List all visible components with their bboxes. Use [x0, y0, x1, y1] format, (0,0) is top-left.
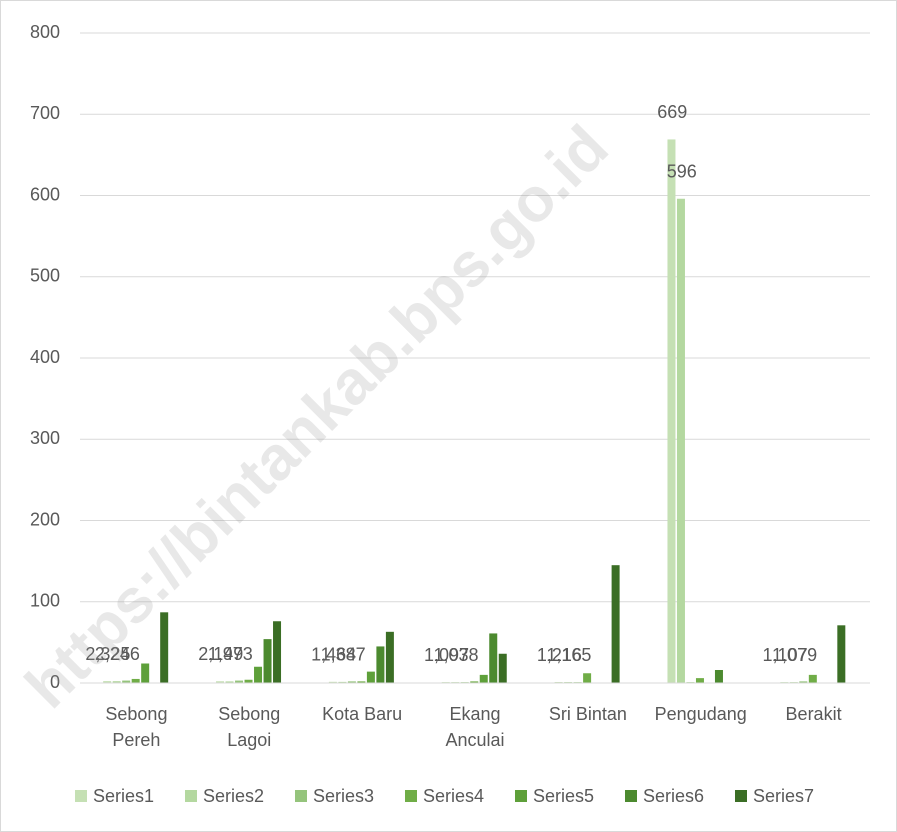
bar	[611, 565, 620, 683]
data-label: 2,246	[95, 644, 140, 664]
bar	[254, 666, 263, 683]
data-label: 1,216	[537, 645, 582, 665]
bar	[714, 670, 723, 683]
legend-label: Series3	[313, 786, 374, 806]
y-tick-label: 200	[30, 509, 60, 529]
bar	[122, 680, 131, 683]
legend-label: Series5	[533, 786, 594, 806]
bar	[216, 681, 225, 683]
data-label: 1,107	[763, 645, 808, 665]
bar	[338, 681, 347, 683]
data-label: 1,079	[772, 645, 817, 665]
legend-label: Series4	[423, 786, 484, 806]
data-label: 1,165	[546, 645, 591, 665]
bar	[470, 681, 479, 683]
bar	[667, 139, 676, 683]
bar	[837, 625, 846, 683]
bar	[366, 671, 375, 683]
x-tick-label: Sebong Pereh	[105, 704, 167, 750]
bar	[676, 198, 685, 683]
data-label: 1,038	[433, 645, 478, 665]
bar	[273, 621, 282, 683]
bar	[583, 673, 592, 683]
y-tick-label: 500	[30, 266, 60, 286]
bar	[131, 678, 140, 683]
data-label: 1,973	[208, 644, 253, 664]
legend-swatch	[625, 790, 637, 802]
bar	[376, 646, 385, 683]
data-label: 1,097	[424, 645, 469, 665]
bar	[225, 681, 234, 683]
y-tick-label: 0	[50, 672, 60, 692]
legend-swatch	[295, 790, 307, 802]
x-tick-label: Pengudang	[655, 704, 747, 724]
data-label: 2,149	[198, 644, 243, 664]
x-tick-label: Kota Baru	[322, 704, 402, 724]
legend-label: Series2	[203, 786, 264, 806]
bar	[808, 674, 817, 683]
x-tick-label: Ekang Anculai	[445, 704, 504, 750]
bar	[103, 681, 112, 683]
data-label: 1,387	[321, 645, 366, 665]
bar	[263, 639, 272, 683]
y-tick-label: 600	[30, 184, 60, 204]
bar	[347, 681, 356, 683]
x-tick-label: Berakit	[786, 704, 842, 724]
bar	[244, 679, 253, 683]
legend-swatch	[405, 790, 417, 802]
legend-swatch	[735, 790, 747, 802]
bar	[160, 612, 169, 683]
bar	[141, 663, 150, 683]
bar	[479, 674, 488, 683]
x-tick-label: Sri Bintan	[549, 704, 627, 724]
data-label: 1,464	[311, 645, 356, 665]
bar	[799, 681, 808, 683]
data-label: 596	[667, 162, 697, 182]
bar	[235, 680, 244, 683]
y-tick-label: 400	[30, 347, 60, 367]
legend-swatch	[185, 790, 197, 802]
y-tick-label: 800	[30, 22, 60, 42]
y-tick-label: 100	[30, 591, 60, 611]
legend-label: Series6	[643, 786, 704, 806]
bar	[328, 681, 337, 683]
y-tick-label: 700	[30, 103, 60, 123]
bar	[385, 631, 394, 683]
legend-swatch	[75, 790, 87, 802]
bar	[695, 678, 704, 683]
bar	[357, 681, 366, 683]
bar	[112, 681, 121, 683]
bar	[489, 633, 498, 683]
legend-label: Series1	[93, 786, 154, 806]
legend-label: Series7	[753, 786, 814, 806]
legend-swatch	[515, 790, 527, 802]
bar	[498, 653, 507, 683]
x-tick-label: Sebong Lagoi	[218, 704, 280, 750]
y-tick-label: 300	[30, 428, 60, 448]
data-label: 669	[657, 102, 687, 122]
data-label: 2,325	[85, 644, 130, 664]
